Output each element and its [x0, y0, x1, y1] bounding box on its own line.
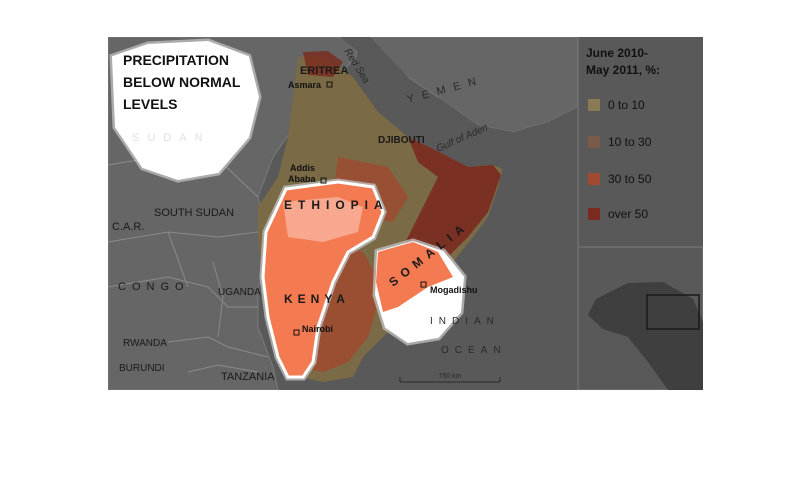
label-sudan: SUDAN: [132, 132, 211, 144]
label-addis-1: Addis: [290, 163, 315, 173]
eritrea-dry-patch: [303, 51, 343, 77]
title-line-1: PRECIPITATION: [123, 52, 229, 68]
precipitation-map: 750 km PRECIPITATION BELOW NORMAL LEVELS…: [108, 37, 703, 390]
red-sea-water: [340, 37, 420, 97]
legend-item: 10 to 30: [588, 135, 652, 149]
legend-label: 10 to 30: [608, 135, 652, 149]
legend-swatch: [588, 136, 600, 148]
africa-inset-map: [577, 246, 703, 390]
highlight-zone-somalia: [372, 238, 467, 346]
legend-swatch: [588, 208, 600, 220]
label-kenya: KENYA: [284, 292, 350, 306]
label-car: C.A.R.: [112, 221, 144, 233]
label-eritrea: ERITREA: [300, 65, 348, 77]
label-tanzania: TANZANIA: [221, 371, 275, 383]
label-burundi: BURUNDI: [119, 363, 165, 374]
label-south-sudan: SOUTH SUDAN: [154, 207, 234, 219]
title-line-2: BELOW NORMAL: [123, 74, 241, 90]
legend-label: 0 to 10: [608, 98, 645, 112]
legend-title-line-1: June 2010-: [586, 46, 648, 60]
legend: June 2010- May 2011, %: 0 to 10 10 to 30…: [586, 46, 660, 221]
city-marker-asmara: [326, 81, 333, 88]
gulf-of-aden-water: [403, 97, 578, 147]
city-marker-mogadishu: [420, 281, 427, 288]
scale-label: 750 km: [439, 373, 462, 380]
label-rwanda: RWANDA: [123, 338, 167, 349]
label-nairobi: Nairobi: [302, 324, 333, 334]
city-marker-nairobi: [293, 329, 300, 336]
legend-swatch: [588, 173, 600, 185]
scale-bar: 750 km: [399, 373, 501, 383]
legend-label: over 50: [608, 207, 648, 221]
inset-locator-box: [646, 294, 700, 330]
legend-item: 30 to 50: [588, 172, 652, 186]
label-uganda: UGANDA: [218, 287, 261, 298]
label-indian-ocean-1: INDIAN: [430, 316, 500, 327]
label-ethiopia: ETHIOPIA: [284, 198, 389, 212]
legend-item: over 50: [588, 207, 648, 221]
title-line-3: LEVELS: [123, 96, 177, 112]
label-indian-ocean-2: OCEAN: [441, 345, 507, 356]
legend-title-line-2: May 2011, %:: [586, 63, 660, 77]
label-mogadishu: Mogadishu: [430, 285, 478, 295]
legend-swatch: [588, 99, 600, 111]
label-asmara: Asmara: [288, 80, 322, 90]
label-addis-2: Ababa: [288, 174, 317, 184]
highlight-zone-kenya-ethiopia: [259, 178, 387, 381]
label-congo: CONGO: [118, 281, 190, 293]
legend-label: 30 to 50: [608, 172, 652, 186]
highlight-zone-sudan: [109, 38, 262, 183]
label-djibouti: DJIBOUTI: [378, 135, 425, 146]
map-title: PRECIPITATION BELOW NORMAL LEVELS: [123, 52, 241, 112]
legend-item: 0 to 10: [588, 98, 645, 112]
city-marker-addis: [320, 177, 327, 184]
